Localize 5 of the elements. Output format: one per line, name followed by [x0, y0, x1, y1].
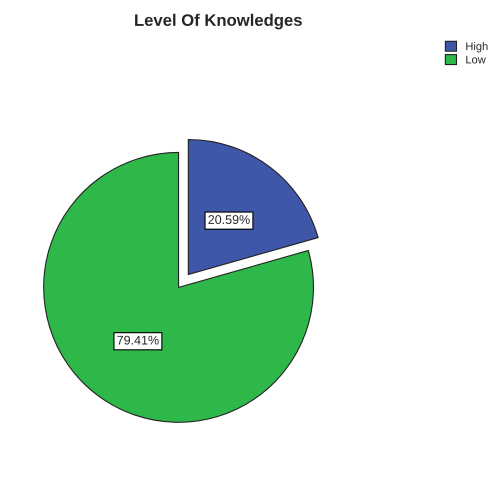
legend-label: High: [466, 42, 488, 52]
data-label: 20.59%: [208, 215, 250, 224]
data-label: 79.41%: [117, 336, 159, 345]
chart-title: Level Of Knowledges: [135, 14, 302, 30]
legend-label: Low: [466, 56, 486, 64]
